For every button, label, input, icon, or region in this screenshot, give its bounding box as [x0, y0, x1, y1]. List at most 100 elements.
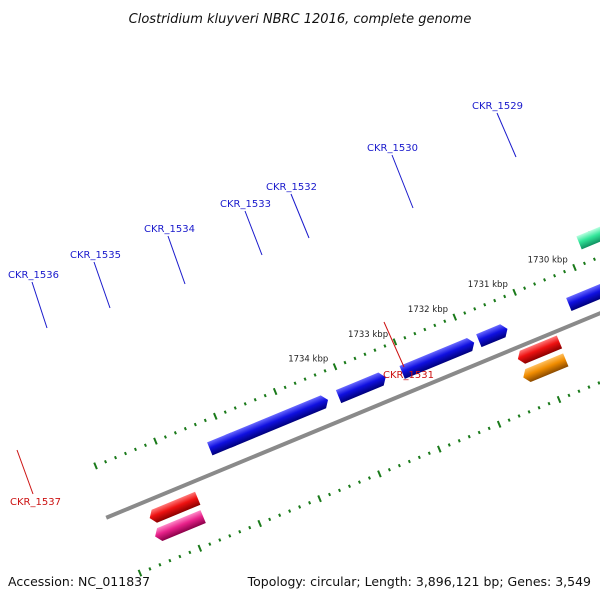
forward-tick [163, 435, 167, 439]
forward-tick [263, 393, 267, 398]
forward-tick [363, 352, 367, 357]
reverse-tick [587, 385, 591, 389]
gene-ckr-1530-arrow[interactable] [566, 280, 600, 311]
reverse-tick [328, 492, 332, 497]
forward-tick [272, 387, 278, 396]
leader-ckr-1533 [244, 210, 263, 256]
reverse-tick [517, 414, 521, 418]
reverse-tick [228, 534, 232, 538]
kbp-label: 1732 kbp [408, 305, 448, 315]
forward-tick [243, 402, 247, 406]
leader-ckr-1536 [31, 281, 48, 329]
gene-ckr-1536-arrow[interactable] [207, 431, 241, 456]
forward-tick [543, 278, 547, 282]
forward-tick [173, 431, 177, 435]
gene-ckr-1533-arrow[interactable] [399, 336, 476, 379]
forward-tick [572, 263, 577, 272]
reverse-tick [507, 418, 511, 422]
reverse-tick [556, 395, 562, 404]
gene-label-ckr-1533[interactable]: CKR_1533 [220, 199, 271, 210]
gene-label-ckr-1532[interactable]: CKR_1532 [266, 182, 317, 193]
forward-tick [423, 327, 427, 332]
gene-label-ckr-1529[interactable]: CKR_1529 [472, 101, 523, 112]
forward-tick [563, 269, 567, 274]
forward-tick [323, 369, 327, 373]
reverse-tick [338, 488, 342, 493]
forward-tick [483, 302, 487, 307]
forward-tick [253, 397, 257, 402]
forward-tick [592, 257, 596, 262]
forward-tick [403, 336, 407, 340]
gene-ckr-1532-arrow[interactable] [476, 322, 510, 348]
reverse-tick [367, 476, 371, 480]
reverse-tick [188, 550, 192, 555]
forward-tick [582, 261, 586, 266]
forward-tick [153, 437, 158, 445]
leader-ckr-1530 [391, 154, 414, 209]
gene-label-ckr-1536[interactable]: CKR_1536 [8, 270, 59, 281]
accession-text: Accession: NC_011837 [8, 574, 150, 589]
gene-label-ckr-1534[interactable]: CKR_1534 [144, 224, 195, 235]
reverse-tick-track [137, 381, 600, 577]
leader-ckr-1534 [167, 235, 186, 285]
leader-ckr-1529 [496, 112, 517, 158]
forward-tick [223, 410, 227, 414]
gene-label-ckr-1531[interactable]: CKR_1531 [383, 370, 434, 381]
gene-label-ckr-1537[interactable]: CKR_1537 [10, 497, 61, 508]
forward-tick [383, 344, 387, 348]
reverse-tick [257, 519, 262, 528]
forward-tick [114, 455, 118, 460]
forward-tick [183, 426, 187, 431]
cds-ckr-1531-orange[interactable] [521, 353, 569, 384]
cds-ckr-1537-pink[interactable] [152, 510, 206, 543]
reverse-tick [148, 567, 152, 571]
gene-ckr-1534-arrow[interactable] [335, 371, 388, 404]
forward-tick [523, 286, 527, 290]
reverse-tick [288, 509, 292, 513]
forward-tick [303, 377, 307, 381]
forward-tick [193, 422, 197, 427]
forward-tick [293, 381, 297, 386]
reverse-tick [268, 517, 272, 522]
gene-label-ckr-1535[interactable]: CKR_1535 [70, 250, 121, 261]
gene-ckr-1531-arrow[interactable] [515, 335, 563, 365]
forward-tick [343, 360, 347, 365]
reverse-tick [248, 525, 252, 530]
reverse-tick [447, 443, 451, 447]
forward-tick [433, 323, 437, 328]
reverse-tick [197, 544, 203, 552]
forward-tick [512, 288, 517, 296]
forward-tick [104, 459, 108, 464]
reverse-tick [298, 505, 302, 509]
reverse-tick [457, 439, 461, 443]
reverse-tick [347, 484, 351, 489]
reverse-tick [537, 405, 541, 410]
forward-tick [493, 298, 497, 303]
leader-ckr-1535 [93, 261, 111, 309]
reverse-tick [218, 538, 222, 542]
forward-tick [392, 338, 398, 346]
gene-ckr-1535-arrow[interactable] [225, 393, 331, 448]
kbp-label: 1730 kbp [528, 255, 568, 265]
reverse-tick [487, 426, 491, 431]
forward-tick [133, 447, 137, 452]
gene-label-ckr-1530[interactable]: CKR_1530 [367, 143, 418, 154]
forward-tick [503, 294, 507, 299]
gene-ckr-1537-arrow[interactable] [147, 491, 201, 525]
reverse-tick [137, 569, 143, 577]
kbp-label: 1731 kbp [468, 280, 508, 290]
leader-ckr-1532 [290, 193, 310, 239]
forward-tick [463, 311, 467, 315]
forward-tick [233, 406, 237, 410]
cds-feature-green[interactable] [576, 151, 600, 250]
forward-tick-track [93, 257, 596, 470]
reverse-tick [496, 420, 502, 428]
kbp-label: 1734 kbp [288, 355, 328, 365]
reverse-tick [158, 563, 162, 567]
forward-tick [413, 331, 417, 336]
reverse-tick [527, 410, 531, 414]
forward-tick [533, 282, 537, 286]
forward-tick [213, 412, 218, 420]
reverse-tick [567, 393, 571, 398]
reverse-tick [437, 445, 442, 453]
